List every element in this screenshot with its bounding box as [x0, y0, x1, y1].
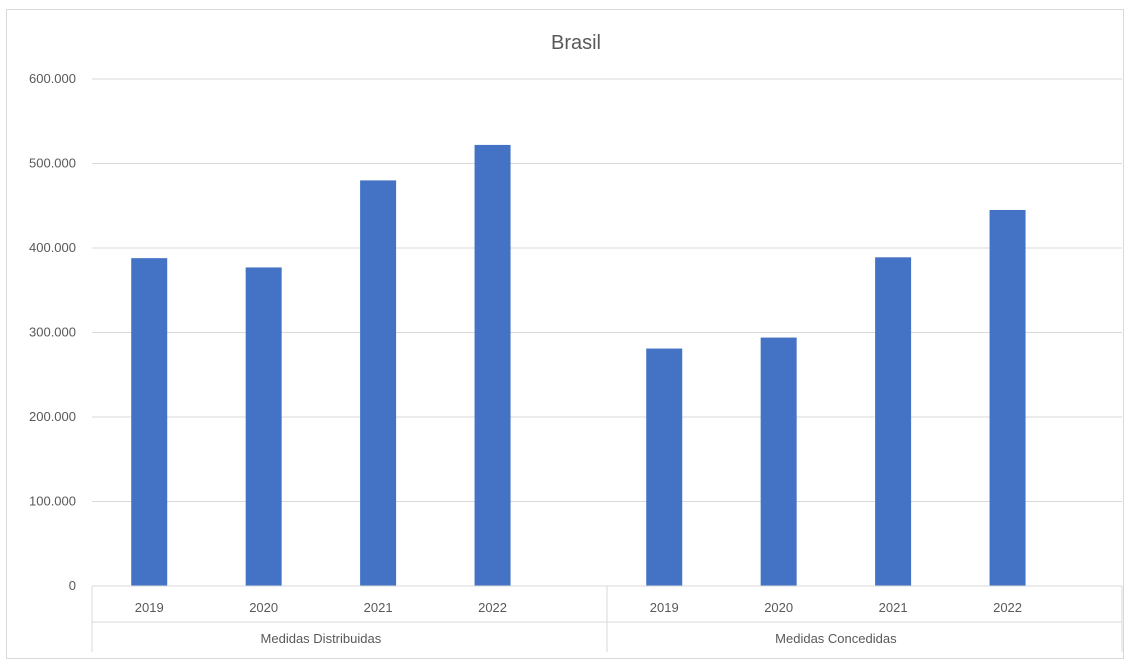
y-tick-label: 300.000 [29, 325, 76, 340]
y-tick-label: 600.000 [29, 71, 76, 86]
bar [646, 348, 683, 586]
y-tick-label: 100.000 [29, 494, 76, 509]
x-tick-label: 2021 [879, 600, 908, 615]
y-tick-label: 400.000 [29, 240, 76, 255]
chart-area [6, 9, 1124, 659]
chart-title: Brasil [551, 32, 601, 54]
bar [360, 180, 397, 586]
bar [760, 337, 797, 586]
group-label: Medidas Concedidas [775, 631, 897, 646]
bar [989, 209, 1026, 586]
x-tick-label: 2020 [764, 600, 793, 615]
x-tick-label: 2021 [364, 600, 393, 615]
y-tick-label: 500.000 [29, 156, 76, 171]
x-tick-label: 2022 [993, 600, 1022, 615]
x-tick-label: 2022 [478, 600, 507, 615]
x-tick-label: 2020 [249, 600, 278, 615]
bar [245, 267, 282, 586]
x-tick-label: 2019 [650, 600, 679, 615]
y-axis-ticks: 0 100.000 200.000 300.000 400.000 500.000 600.… [29, 71, 76, 593]
x-tick-label: 2019 [135, 600, 164, 615]
bars [131, 144, 1026, 586]
bar [875, 257, 912, 586]
bar [474, 144, 511, 586]
y-tick-label: 0 [69, 578, 76, 593]
group-label: Medidas Distribuidas [261, 631, 382, 646]
x-axis: 2019 2020 2021 2022 Medidas Distribuidas 2019… [91, 585, 1123, 652]
bar [131, 258, 168, 586]
y-tick-label: 200.000 [29, 409, 76, 424]
